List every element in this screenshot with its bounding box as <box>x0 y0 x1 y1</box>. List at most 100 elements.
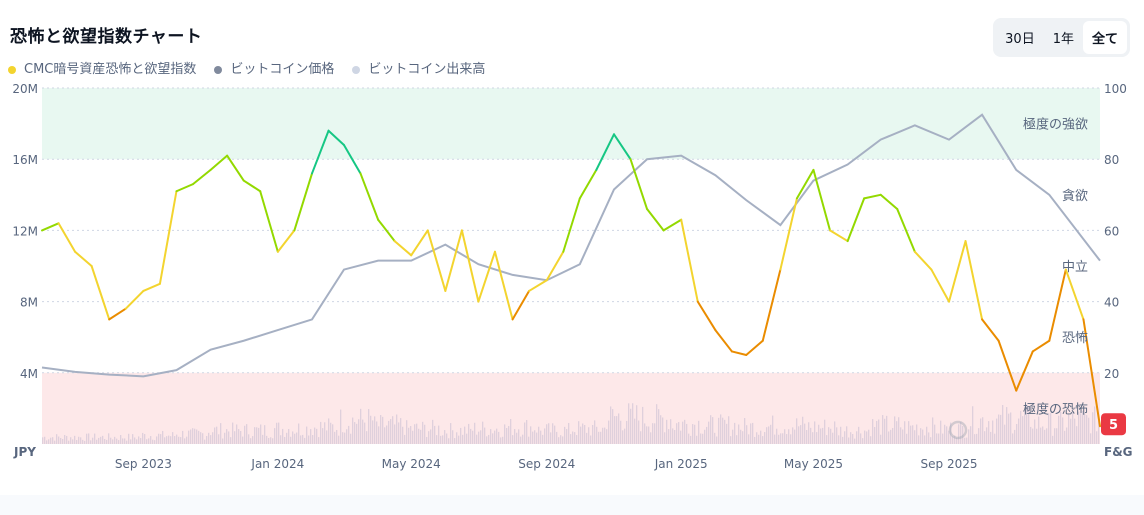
volume-bar <box>280 435 282 444</box>
volume-bar <box>852 434 854 444</box>
volume-bar <box>278 422 280 444</box>
volume-bar <box>582 423 584 444</box>
volume-bar <box>346 429 348 444</box>
fear-greed-segment <box>964 240 984 321</box>
volume-bar <box>1064 430 1066 444</box>
volume-bar <box>724 419 726 444</box>
volume-bar <box>932 417 934 444</box>
range-30d-button[interactable]: 30日 <box>1005 32 1035 47</box>
current-value-text: 5 <box>1109 418 1118 433</box>
volume-bar <box>1038 416 1040 444</box>
range-all-button[interactable]: 全て <box>1082 21 1127 54</box>
volume-bar <box>664 432 666 444</box>
volume-bar <box>142 432 144 444</box>
volume-bar <box>708 421 710 444</box>
volume-bar <box>564 426 566 444</box>
volume-bar <box>960 422 962 444</box>
legend-item-btc-price[interactable]: ビットコイン価格 <box>214 58 334 77</box>
volume-bar <box>366 431 368 444</box>
volume-bar <box>418 428 420 444</box>
volume-bar <box>1084 413 1086 444</box>
volume-bar <box>482 421 484 444</box>
volume-bar <box>448 438 450 444</box>
volume-bar <box>154 440 156 444</box>
volume-bar <box>200 432 202 444</box>
volume-bar <box>468 423 470 444</box>
volume-bar <box>972 406 974 444</box>
volume-bar <box>1060 411 1062 444</box>
volume-bar <box>210 435 212 444</box>
volume-bar <box>458 435 460 444</box>
volume-bar <box>382 416 384 444</box>
volume-bar <box>584 425 586 444</box>
volume-bar <box>298 423 300 444</box>
fear-greed-segment <box>879 193 899 211</box>
volume-bar <box>600 431 602 444</box>
volume-bar <box>158 433 160 444</box>
volume-bar <box>968 429 970 444</box>
volume-bar <box>390 419 392 444</box>
volume-bar <box>232 422 234 444</box>
volume-bar <box>82 439 84 444</box>
legend-item-fear-greed[interactable]: CMC暗号資産恐怖と欲望指数 <box>8 58 196 77</box>
volume-bar <box>646 426 648 444</box>
volume-bar <box>556 431 558 444</box>
volume-bar <box>138 436 140 444</box>
volume-bar <box>248 434 250 444</box>
time-range-selector: 30日 1年 全て <box>993 18 1130 57</box>
volume-bar <box>120 435 122 444</box>
volume-bar <box>1016 423 1018 444</box>
volume-bar <box>660 415 662 444</box>
volume-bar <box>512 435 514 444</box>
fear-greed-segment <box>981 318 1000 342</box>
volume-bar <box>424 424 426 444</box>
volume-bar <box>264 425 266 444</box>
range-1y-button[interactable]: 1年 <box>1052 32 1074 47</box>
volume-bar <box>408 427 410 444</box>
volume-bar <box>836 427 838 444</box>
fear-greed-segment <box>545 250 565 282</box>
volume-bar <box>614 416 616 444</box>
volume-bar <box>436 435 438 444</box>
volume-bar <box>316 428 318 444</box>
volume-bar <box>994 433 996 444</box>
volume-bar <box>676 423 678 444</box>
volume-bar <box>572 431 574 444</box>
volume-bar <box>344 432 346 444</box>
volume-bar <box>234 431 236 444</box>
volume-bar <box>220 423 222 444</box>
volume-bar <box>808 422 810 444</box>
volume-bar <box>48 439 50 444</box>
zone-label: 極度の恐怖 <box>1023 401 1088 417</box>
volume-bar <box>1028 406 1030 444</box>
volume-bar <box>1068 414 1070 444</box>
volume-bar <box>354 422 356 444</box>
volume-bar <box>846 426 848 444</box>
volume-bar <box>604 427 606 444</box>
fear-greed-segment <box>293 172 314 232</box>
volume-bar <box>164 437 166 444</box>
volume-bar <box>804 423 806 444</box>
volume-bar <box>612 409 614 444</box>
volume-bar <box>990 431 992 444</box>
volume-bar <box>942 433 944 444</box>
volume-bar <box>92 437 94 444</box>
volume-bar <box>592 425 594 444</box>
volume-bar <box>948 430 950 444</box>
volume-bar <box>1096 431 1098 444</box>
fear-greed-segment <box>930 268 951 303</box>
volume-bar <box>588 427 590 444</box>
volume-bar <box>212 432 214 444</box>
volume-bar <box>868 429 870 444</box>
legend-label: CMC暗号資産恐怖と欲望指数 <box>24 62 197 77</box>
fear-greed-segment <box>226 154 245 182</box>
legend-item-btc-volume[interactable]: ビットコイン出来高 <box>352 58 485 77</box>
volume-bar <box>414 424 416 444</box>
volume-bar <box>66 435 68 444</box>
volume-bar <box>610 406 612 444</box>
volume-bar <box>986 427 988 444</box>
volume-bar <box>1026 404 1028 444</box>
btc-price-line <box>41 113 1101 378</box>
volume-bar <box>270 437 272 444</box>
volume-bar <box>430 429 432 444</box>
